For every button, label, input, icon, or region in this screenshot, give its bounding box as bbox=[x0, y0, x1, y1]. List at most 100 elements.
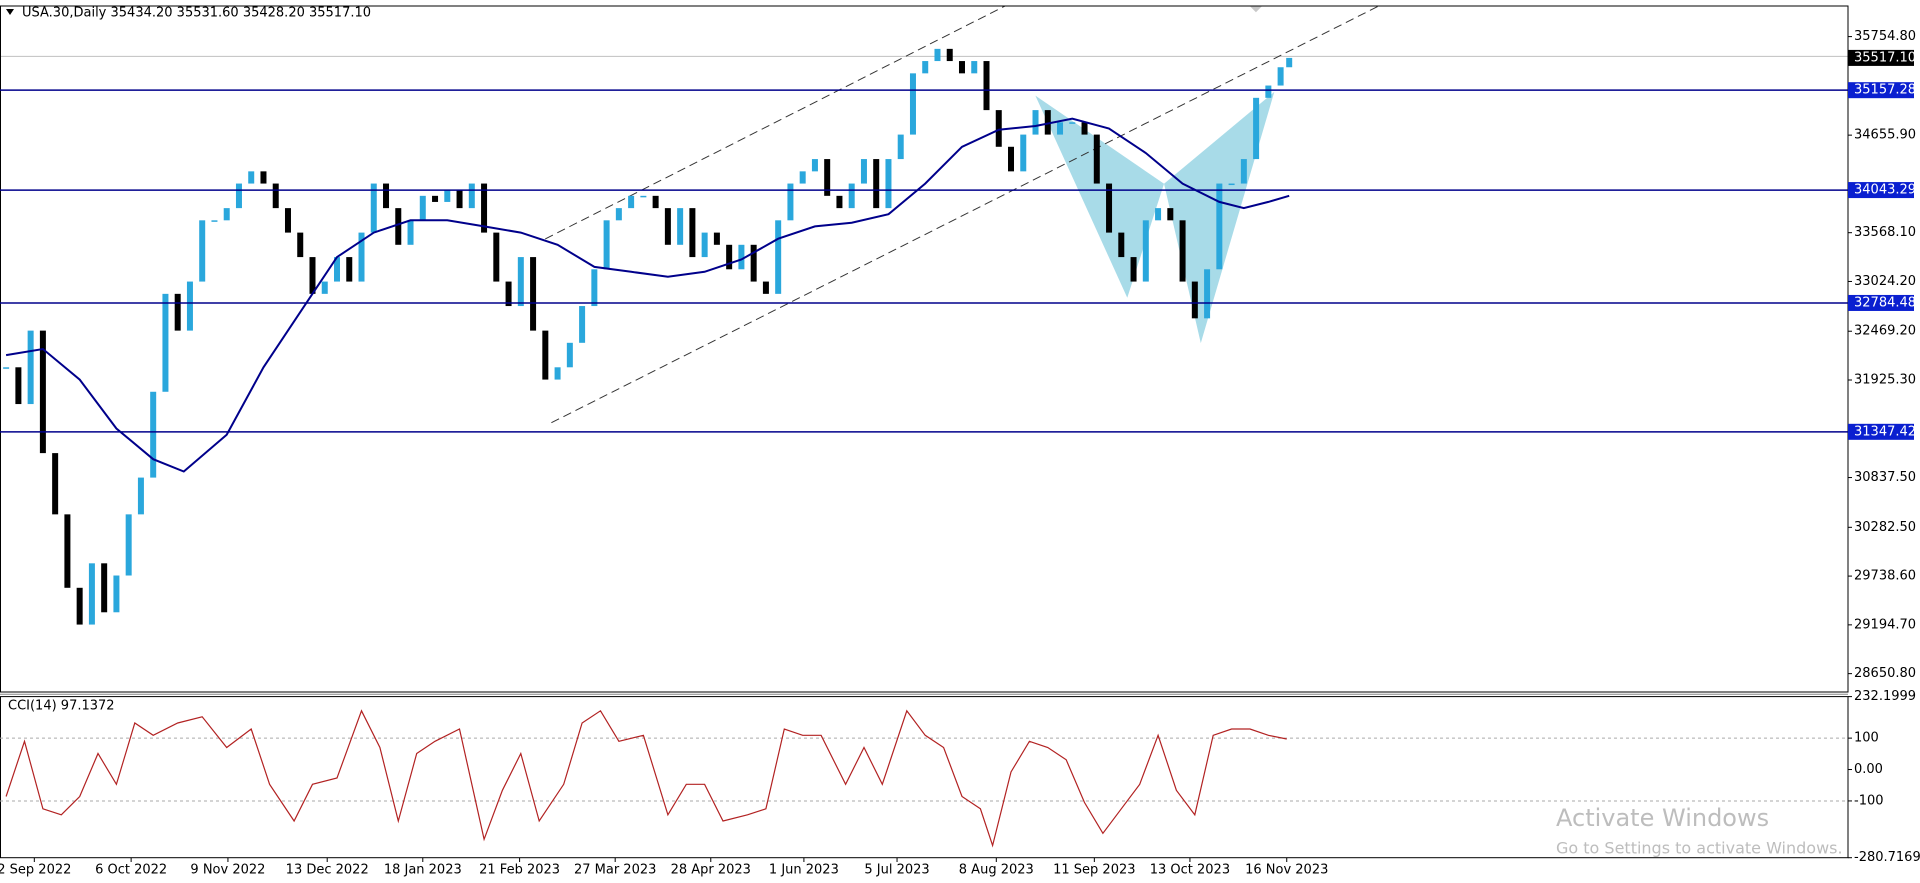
candle bbox=[432, 195, 439, 202]
candle bbox=[579, 306, 586, 343]
candle bbox=[1253, 97, 1260, 160]
x-tick-label: 1 Jun 2023 bbox=[769, 863, 839, 878]
candle bbox=[603, 220, 610, 270]
candle bbox=[370, 183, 377, 233]
candle bbox=[554, 367, 561, 380]
menu-arrow[interactable] bbox=[6, 9, 14, 15]
candle bbox=[1265, 85, 1272, 98]
x-tick-label: 13 Dec 2022 bbox=[286, 863, 369, 878]
y-tick-label: 30282.50 bbox=[1854, 520, 1916, 535]
candle bbox=[1106, 183, 1113, 233]
last-price-box bbox=[1848, 49, 1914, 66]
chart-title: USA.30,Daily 35434.20 35531.60 35428.20 … bbox=[22, 6, 371, 21]
candle bbox=[934, 48, 941, 62]
candle bbox=[1191, 281, 1198, 319]
watermark-subtitle: Go to Settings to activate Windows. bbox=[1556, 839, 1843, 858]
candle bbox=[1204, 269, 1211, 319]
candle bbox=[419, 195, 426, 221]
candle bbox=[1155, 208, 1162, 221]
candle bbox=[1216, 183, 1223, 270]
candle bbox=[983, 61, 990, 111]
candle bbox=[542, 330, 549, 380]
candle bbox=[358, 232, 365, 282]
candle bbox=[162, 293, 169, 392]
y-tick-label: 30837.50 bbox=[1854, 470, 1916, 485]
candle bbox=[1142, 220, 1149, 282]
candle bbox=[174, 293, 181, 331]
candle bbox=[1069, 122, 1076, 124]
candle bbox=[775, 220, 782, 294]
candle bbox=[689, 208, 696, 258]
candle bbox=[517, 257, 524, 307]
candle bbox=[738, 244, 745, 270]
candle bbox=[52, 453, 59, 515]
pattern-xab bbox=[1035, 95, 1165, 298]
candle bbox=[909, 73, 916, 135]
x-tick-label: 11 Sep 2023 bbox=[1053, 863, 1135, 878]
candle bbox=[995, 110, 1002, 147]
y-tick-label: 0.00 bbox=[1854, 762, 1883, 777]
candle bbox=[1286, 57, 1293, 68]
candle bbox=[505, 281, 512, 307]
candle bbox=[456, 189, 463, 209]
channel-lower bbox=[551, 5, 1379, 424]
candle bbox=[444, 189, 451, 202]
candle bbox=[885, 159, 892, 209]
candle bbox=[150, 391, 157, 478]
candle bbox=[211, 220, 218, 222]
candle bbox=[407, 220, 414, 245]
candle bbox=[958, 61, 965, 74]
indicator-title: CCI(14) 97.1372 bbox=[8, 699, 115, 714]
y-tick-label: -100 bbox=[1854, 793, 1884, 808]
candle bbox=[1020, 134, 1027, 172]
candle bbox=[591, 269, 598, 307]
candle bbox=[3, 367, 10, 369]
x-tick-label: 18 Jan 2023 bbox=[384, 863, 462, 878]
candle bbox=[321, 281, 328, 294]
x-tick-label: 21 Feb 2023 bbox=[479, 863, 560, 878]
x-tick-label: 5 Jul 2023 bbox=[864, 863, 929, 878]
candle bbox=[125, 514, 132, 576]
watermark-title: Activate Windows bbox=[1556, 804, 1769, 832]
y-tick-label: 29738.60 bbox=[1854, 569, 1916, 584]
candle bbox=[395, 208, 402, 245]
y-tick-label: 32469.20 bbox=[1854, 324, 1916, 339]
candle bbox=[860, 159, 867, 184]
y-tick-label: 35754.80 bbox=[1854, 29, 1916, 44]
candle bbox=[27, 330, 34, 405]
candle bbox=[762, 281, 769, 294]
candle bbox=[566, 342, 573, 368]
level-label: 35157.28 bbox=[1854, 83, 1916, 98]
moving-average bbox=[5, 117, 1290, 473]
candle bbox=[76, 587, 83, 625]
pane-frame bbox=[0, 696, 1849, 859]
level-label-box bbox=[1848, 423, 1914, 440]
candle bbox=[1228, 183, 1235, 186]
level-label-box bbox=[1848, 82, 1914, 99]
candle bbox=[799, 171, 806, 184]
candle bbox=[137, 477, 144, 515]
candle bbox=[235, 183, 242, 209]
y-tick-label: 33024.20 bbox=[1854, 274, 1916, 289]
candle bbox=[726, 244, 733, 270]
candle bbox=[1118, 232, 1125, 258]
pane-frame bbox=[0, 5, 1849, 693]
level-label: 32784.48 bbox=[1854, 295, 1916, 310]
candle bbox=[701, 232, 708, 258]
candle bbox=[713, 232, 720, 245]
candle bbox=[836, 195, 843, 209]
candle bbox=[88, 563, 95, 625]
candle bbox=[1179, 220, 1186, 282]
x-tick-label: 2 Sep 2022 bbox=[0, 863, 71, 878]
candle bbox=[297, 232, 304, 258]
x-tick-label: 9 Nov 2022 bbox=[190, 863, 265, 878]
candle bbox=[922, 61, 929, 74]
candle bbox=[750, 244, 757, 282]
candle bbox=[468, 183, 475, 209]
candle bbox=[615, 208, 622, 221]
candle bbox=[664, 208, 671, 245]
x-tick-label: 16 Nov 2023 bbox=[1245, 863, 1328, 878]
y-tick-label: 29194.70 bbox=[1854, 617, 1916, 632]
